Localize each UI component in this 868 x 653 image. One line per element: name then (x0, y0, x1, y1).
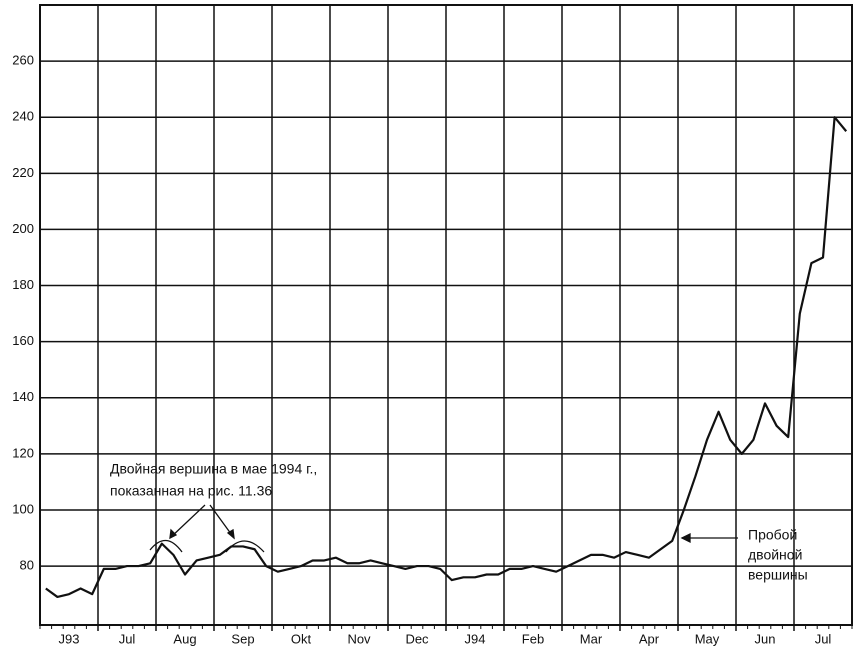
y-tick-label: 100 (12, 501, 34, 516)
x-tick-label: Sep (231, 631, 254, 646)
x-tick-label: Jul (815, 631, 832, 646)
x-tick-label: Jun (755, 631, 776, 646)
annotation: вершины (748, 567, 808, 583)
y-tick-label: 260 (12, 53, 34, 68)
y-tick-label: 240 (12, 109, 34, 124)
y-tick-label: 180 (12, 277, 34, 292)
arrowhead (169, 528, 691, 544)
y-tick-label: 200 (12, 221, 34, 236)
annotation: двойной (748, 547, 802, 563)
x-tick-label: Jul (119, 631, 136, 646)
annotation-marks (149, 504, 738, 553)
x-tick-label: Nov (347, 631, 371, 646)
x-tick-label: Feb (522, 631, 544, 646)
x-tick-label: May (695, 631, 720, 646)
x-tick-label: Apr (639, 631, 660, 646)
x-tick-label: Aug (173, 631, 196, 646)
y-tick-label: 80 (20, 558, 34, 573)
x-tick-label: Dec (405, 631, 429, 646)
y-tick-label: 220 (12, 165, 34, 180)
y-tick-label: 140 (12, 389, 34, 404)
x-tick-label: Mar (580, 631, 603, 646)
x-tick-label: Okt (291, 631, 312, 646)
annotation: показанная на рис. 11.36 (110, 483, 272, 499)
y-tick-label: 120 (12, 445, 34, 460)
price-line (45, 116, 848, 599)
y-tick-label: 160 (12, 333, 34, 348)
plot-frame (39, 4, 853, 626)
arc (149, 539, 183, 553)
annotation: Пробой (748, 527, 797, 543)
x-tick-label: J93 (59, 631, 80, 646)
x-tick-label: J94 (465, 631, 486, 646)
